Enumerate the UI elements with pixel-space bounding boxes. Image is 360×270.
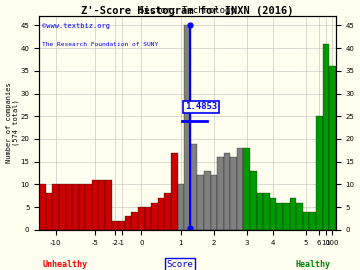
Bar [303,212,309,230]
Bar [323,44,329,230]
Bar [237,148,243,230]
Bar [296,202,303,230]
Bar [230,157,237,230]
Bar [224,153,230,230]
Text: Healthy: Healthy [296,260,331,269]
Bar [197,175,204,230]
Bar [151,202,158,230]
Bar [329,66,336,230]
Bar [250,171,257,230]
Bar [217,157,224,230]
Y-axis label: Number of companies
(574 total): Number of companies (574 total) [5,83,19,163]
Bar [46,194,52,230]
Text: 1.4853: 1.4853 [185,103,217,112]
Text: Sector: Technology: Sector: Technology [139,6,236,15]
Bar [270,198,276,230]
Text: Unhealthy: Unhealthy [42,260,87,269]
Bar [39,184,46,230]
Bar [99,180,105,230]
Text: The Research Foundation of SUNY: The Research Foundation of SUNY [42,42,158,47]
Bar [52,184,59,230]
Bar [131,212,138,230]
Bar [125,216,131,230]
Bar [204,171,211,230]
Bar [79,184,85,230]
Bar [85,184,92,230]
Bar [59,184,66,230]
Bar [92,180,99,230]
Bar [316,116,323,230]
Bar [211,175,217,230]
Text: Score: Score [167,260,193,269]
Bar [191,144,197,230]
Bar [257,194,263,230]
Bar [171,153,177,230]
Bar [289,198,296,230]
Bar [309,212,316,230]
Bar [112,221,118,230]
Bar [145,207,151,230]
Bar [263,194,270,230]
Bar [283,202,289,230]
Bar [243,148,250,230]
Bar [72,184,79,230]
Title: Z'-Score Histogram for INXN (2016): Z'-Score Histogram for INXN (2016) [81,6,294,16]
Text: ©www.textbiz.org: ©www.textbiz.org [42,23,110,29]
Bar [177,184,184,230]
Bar [276,202,283,230]
Bar [184,25,191,230]
Bar [138,207,145,230]
Bar [66,184,72,230]
Bar [158,198,165,230]
Bar [105,180,112,230]
Bar [118,221,125,230]
Bar [165,194,171,230]
